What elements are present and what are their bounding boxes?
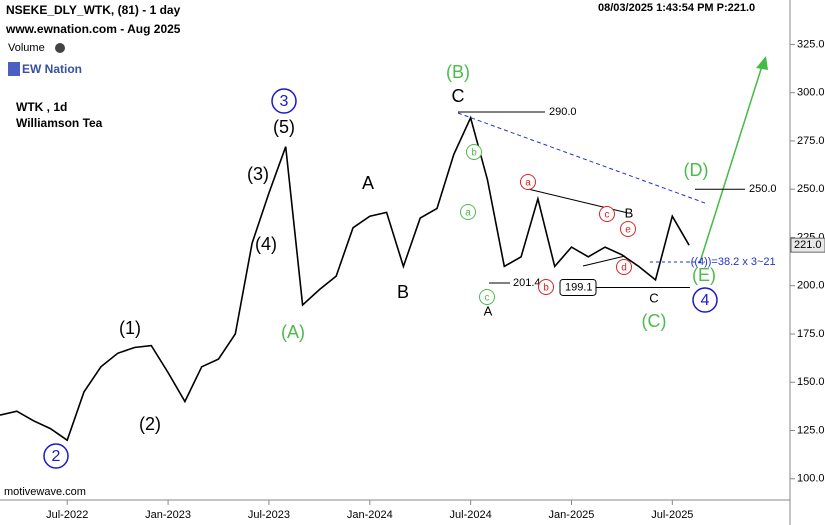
wave-label: (2)	[139, 414, 161, 434]
x-tick-label: Jul-2022	[46, 509, 88, 521]
wave-label: (D)	[684, 160, 709, 180]
wave-label: (E)	[692, 265, 716, 285]
trendline	[582, 255, 626, 267]
wave-circle	[599, 206, 615, 222]
wave-label: A	[362, 173, 374, 193]
y-tick-label: 150.0	[797, 376, 825, 388]
wave-label: e	[625, 225, 631, 236]
wave-label: b	[543, 283, 549, 294]
y-tick-label: 125.0	[797, 424, 825, 436]
wave-circle	[692, 287, 718, 313]
x-tick-label: Jul-2023	[248, 509, 290, 521]
wave-label: C	[649, 290, 658, 305]
wave-label: C	[452, 86, 465, 106]
wave-label: c	[605, 210, 610, 221]
y-tick-label: 300.0	[797, 87, 825, 99]
timestamp: 08/03/2025 1:43:54 PM P:221.0	[598, 2, 755, 14]
level-label: 250.0	[749, 183, 777, 195]
footer: motivewave.com	[4, 486, 86, 498]
y-tick-label: 175.0	[797, 328, 825, 340]
y-tick-label: 325.0	[797, 38, 825, 50]
subtitle: www.ewnation.com - Aug 2025	[5, 22, 181, 36]
wave-label: (C)	[642, 311, 667, 331]
wave-label: (A)	[281, 322, 305, 342]
volume-label: Volume	[8, 42, 45, 54]
level-box	[559, 278, 597, 296]
arrow-head	[756, 56, 768, 70]
y-tick-label: 250.0	[797, 183, 825, 195]
wave-label: (4)	[255, 234, 277, 254]
level-label: 201.4	[513, 277, 541, 289]
wave-label: c	[485, 293, 490, 304]
wave-circle	[616, 259, 632, 275]
wave-circle	[43, 443, 69, 469]
x-tick-label: Jan-2023	[145, 509, 191, 521]
wave-label: B	[625, 205, 634, 220]
wave-circle	[620, 221, 636, 237]
wave-label: A	[484, 303, 493, 318]
x-tick-label: Jul-2025	[651, 509, 693, 521]
x-tick-label: Jan-2024	[347, 509, 393, 521]
y-tick-label: 200.0	[797, 280, 825, 292]
level-label: 290.0	[549, 106, 577, 118]
settings-icon[interactable]	[55, 43, 65, 53]
wave-label: d	[621, 263, 627, 274]
y-tick-label: 100.0	[797, 473, 825, 485]
wave-label: (5)	[273, 117, 295, 137]
wave-label: (3)	[247, 164, 269, 184]
price-line	[0, 115, 690, 442]
wave-label: (B)	[446, 62, 470, 82]
wave-label: B	[397, 282, 409, 302]
wave-circle	[520, 174, 536, 190]
level-label: 199.1	[565, 281, 593, 293]
company-name: Williamson Tea	[16, 116, 103, 130]
x-tick-label: Jan-2025	[549, 509, 595, 521]
symbol-label: WTK , 1d	[16, 100, 67, 114]
wave-label: (1)	[119, 318, 141, 338]
trendline	[457, 112, 706, 204]
wave-label: a	[525, 178, 531, 189]
wave-label: b	[471, 148, 477, 159]
wave-circle	[479, 289, 495, 305]
brand: EW Nation	[22, 62, 82, 76]
wave-label: 4	[701, 292, 710, 309]
wave-circle	[538, 279, 554, 295]
wave-label: 2	[52, 448, 61, 465]
x-tick-label: Jul-2024	[450, 509, 492, 521]
y-tick-label: 275.0	[797, 135, 825, 147]
fib-note: -((4))=38.2 x 3~21	[687, 256, 776, 268]
last-price-box	[790, 237, 825, 253]
wave-label: a	[465, 208, 471, 219]
wave-circle	[466, 144, 482, 160]
brand-logo	[8, 62, 20, 76]
wave-circle	[460, 204, 476, 220]
last-price-label: 221.0	[794, 239, 822, 251]
projection-arrow	[699, 65, 763, 263]
wave-circle	[271, 88, 297, 114]
chart-title: NSEKE_DLY_WTK, (81) - 1 day	[6, 3, 181, 17]
wave-label: 3	[280, 93, 289, 110]
